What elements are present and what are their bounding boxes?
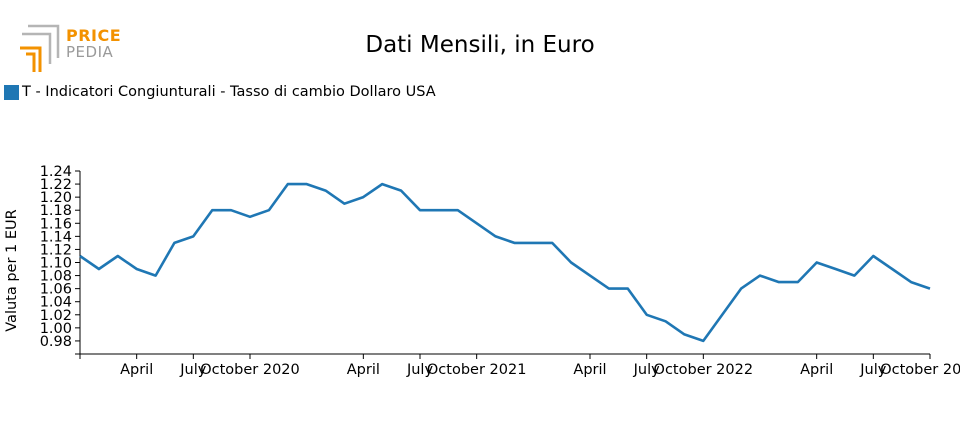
x-tick-label: October 2023 — [880, 362, 960, 378]
x-tick-label: April — [800, 362, 833, 378]
series-line — [79, 182, 931, 343]
x-tick-label: April — [573, 362, 606, 378]
logo-text-price: PRICE — [66, 26, 122, 45]
y-tick-label: 1.18 — [40, 203, 72, 219]
chart-title: Dati Mensili, in Euro — [365, 32, 595, 58]
y-tick-label: 1.14 — [40, 229, 72, 245]
y-tick-label: 1.06 — [40, 282, 72, 298]
x-tick-label: October 2022 — [654, 362, 754, 378]
x-tick-label: July — [406, 362, 433, 378]
y-tick-label: 1.10 — [40, 256, 72, 272]
y-tick-label: 1.22 — [40, 177, 72, 193]
x-tick-label: April — [347, 362, 380, 378]
y-tick-label: 1.12 — [40, 242, 72, 258]
y-tick-label: 1.20 — [40, 190, 72, 206]
y-axis-label: Valuta per 1 EUR — [4, 209, 20, 331]
x-tick-label: October 2020 — [200, 362, 300, 378]
chart-legend[interactable]: T - Indicatori Congiunturali - Tasso di … — [4, 84, 436, 100]
y-tick-label: 0.98 — [40, 334, 72, 350]
y-tick-label: 1.16 — [40, 216, 72, 232]
y-tick-label: 1.24 — [40, 164, 72, 180]
logo-mark-icon — [20, 24, 60, 72]
y-tick-label: 1.04 — [40, 295, 72, 311]
y-tick-label: 1.00 — [40, 321, 72, 337]
legend-label: T - Indicatori Congiunturali - Tasso di … — [22, 84, 436, 100]
chart-axes: 0.981.001.021.041.061.081.101.121.141.16… — [4, 164, 960, 378]
x-tick-label: April — [120, 362, 153, 378]
pricepedia-logo: PRICE PEDIA — [18, 24, 128, 74]
y-tick-label: 1.08 — [40, 269, 72, 285]
legend-swatch — [4, 84, 19, 100]
plot-area — [79, 182, 931, 343]
x-tick-label: July — [179, 362, 206, 378]
x-tick-label: July — [859, 362, 886, 378]
x-tick-label: October 2021 — [427, 362, 527, 378]
x-tick-label: July — [633, 362, 660, 378]
y-tick-label: 1.02 — [40, 308, 72, 324]
logo-text-pedia: PEDIA — [66, 43, 114, 61]
